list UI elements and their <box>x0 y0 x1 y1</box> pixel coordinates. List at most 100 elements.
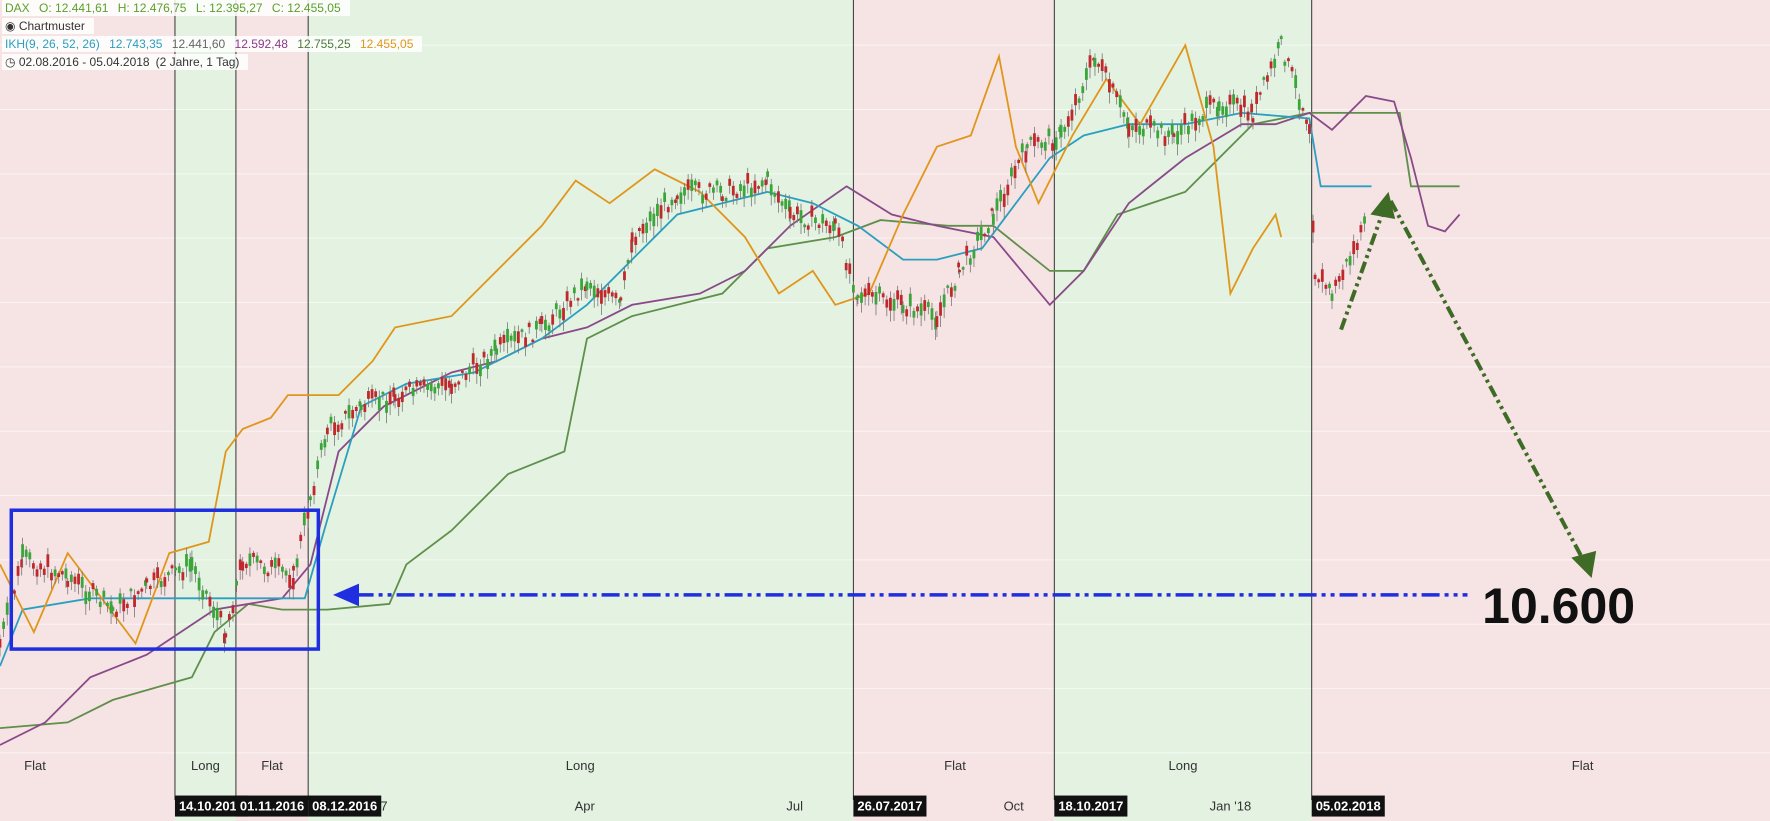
candle-body <box>392 387 396 397</box>
candle-body <box>837 227 841 237</box>
candle-body <box>444 378 448 391</box>
candle-body <box>583 286 587 292</box>
marker-date: 05.02.2018 <box>1311 795 1385 817</box>
candle-body <box>592 285 596 298</box>
candle-body <box>1029 136 1033 140</box>
candle-body <box>724 197 728 202</box>
candle-body <box>949 287 953 297</box>
candle-body <box>1066 116 1070 127</box>
candle-body <box>188 559 192 572</box>
span-b-line <box>0 112 1460 729</box>
candle-body <box>1334 279 1338 286</box>
candle-body <box>889 297 892 311</box>
candle-body <box>46 554 50 568</box>
candle-body <box>1194 117 1198 131</box>
candle-body <box>1348 256 1352 266</box>
candle-body <box>140 588 144 592</box>
regime-band <box>1311 0 1770 821</box>
candle-body <box>16 565 20 576</box>
candle-body <box>418 381 422 386</box>
regime-band <box>0 0 175 821</box>
indicator-line: IKH(9, 26, 52, 26) 12.743,35 12.441,60 1… <box>2 36 423 52</box>
candle-body <box>28 552 32 560</box>
candle-body <box>1305 119 1308 124</box>
candle-body <box>1097 63 1100 67</box>
target-label: 10.600 <box>1482 578 1635 634</box>
candle-body <box>1337 276 1341 282</box>
candle-body <box>1201 116 1205 121</box>
candle-body <box>111 607 115 611</box>
candle-body <box>133 595 136 607</box>
candle-body <box>370 389 374 399</box>
candle-body <box>1149 115 1152 128</box>
candle-body <box>935 316 939 328</box>
candle-body <box>715 180 719 186</box>
candle-body <box>972 250 976 259</box>
candle-body <box>266 572 270 577</box>
candle-body <box>1355 242 1359 250</box>
candle-body <box>760 180 764 187</box>
candle-body <box>1308 124 1311 134</box>
candle-body <box>224 633 228 638</box>
candle-body <box>806 225 810 230</box>
candle-body <box>565 291 569 302</box>
indicator: IKH(9, 26, 52, 26) <box>5 37 100 51</box>
x-tick-label: Jan '18 <box>1210 799 1252 814</box>
candle-body <box>80 576 84 588</box>
candle-body <box>1328 283 1331 289</box>
candle-body <box>248 553 252 566</box>
candle-body <box>908 293 912 307</box>
candle-body <box>923 300 927 311</box>
candle-body <box>630 232 634 242</box>
candle-body <box>704 193 708 200</box>
high: H: 12.476,75 <box>117 1 187 15</box>
candle-body <box>968 258 972 265</box>
range-box <box>9 508 321 651</box>
candle-body <box>728 178 732 186</box>
candle-body <box>1020 143 1024 153</box>
candle-body <box>527 322 531 328</box>
candle-body <box>1170 124 1174 135</box>
candle-body <box>1126 117 1129 129</box>
candle-body <box>1258 92 1262 95</box>
candle-body <box>125 603 129 608</box>
candle-body <box>489 349 493 356</box>
candle-body <box>1145 119 1149 123</box>
candle-body <box>482 351 486 358</box>
chikou-line <box>0 42 1283 646</box>
regime-label: Long <box>1169 758 1198 773</box>
candle-body <box>433 387 437 394</box>
candle-body <box>764 179 768 186</box>
regime-label: Flat <box>261 758 283 773</box>
candle-body <box>1290 67 1294 72</box>
candle-body <box>919 303 923 316</box>
candle-body <box>1104 66 1108 73</box>
candle-body <box>457 381 461 385</box>
candle-body <box>50 572 53 581</box>
candle-body <box>693 180 697 186</box>
candle-body <box>429 383 433 392</box>
candle-body <box>145 578 149 583</box>
candle-body <box>1156 130 1160 139</box>
candle-body <box>404 386 408 391</box>
candle-body <box>1040 142 1044 148</box>
candle-body <box>777 191 780 203</box>
quote-line: DAX O: 12.441,61 H: 12.476,75 L: 12.395,… <box>2 0 350 16</box>
candle-body <box>143 580 147 586</box>
candle-body <box>270 560 273 567</box>
candle-body <box>185 554 188 567</box>
candle-body <box>21 544 24 558</box>
candle-body <box>821 214 825 224</box>
indicator-value: 12.755,25 <box>297 37 351 51</box>
candle-body <box>1212 98 1216 103</box>
symbol: DAX <box>5 1 30 15</box>
candle-body <box>569 300 573 307</box>
candle-body <box>194 566 197 575</box>
candle-body <box>1273 58 1277 68</box>
indicator-value: 12.743,35 <box>109 37 163 51</box>
candle-body <box>1036 137 1040 142</box>
candle-body <box>122 599 126 612</box>
candle-body <box>363 404 367 412</box>
candle-body <box>329 416 333 424</box>
candle-body <box>712 187 715 193</box>
